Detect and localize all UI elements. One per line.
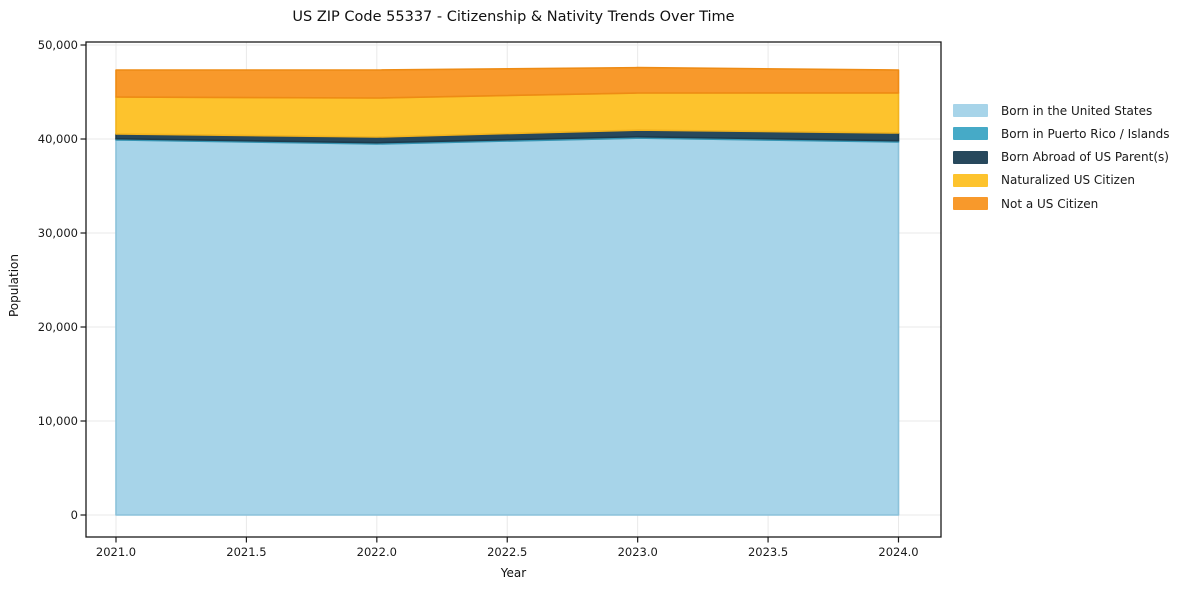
chart-title: US ZIP Code 55337 - Citizenship & Nativi… [292, 9, 735, 25]
area-series-0 [115, 137, 900, 516]
x-tick-label: 2024.0 [878, 545, 919, 559]
area-series-3 [115, 92, 900, 138]
area-series-4 [115, 66, 900, 99]
legend-swatch-icon [953, 127, 988, 141]
y-axis-title: Population [7, 254, 21, 318]
x-axis-title: Year [500, 566, 527, 580]
legend-label: Naturalized US Citizen [1001, 173, 1135, 188]
y-tick-label: 50,000 [37, 38, 78, 52]
legend-item-4: Not a US Citizen [953, 196, 1170, 211]
legend-swatch-icon [953, 173, 988, 187]
x-tick-label: 2021.5 [226, 545, 267, 559]
legend-item-1: Born in Puerto Rico / Islands [953, 126, 1170, 141]
legend-item-2: Born Abroad of US Parent(s) [953, 150, 1170, 165]
legend: Born in the United States Born in Puerto … [953, 104, 1170, 220]
legend-label: Not a US Citizen [1001, 196, 1099, 211]
y-tick-label: 30,000 [37, 226, 78, 240]
legend-label: Born Abroad of US Parent(s) [1001, 150, 1169, 165]
legend-label: Born in Puerto Rico / Islands [1001, 126, 1170, 141]
y-tick-label: 20,000 [37, 320, 78, 334]
x-tick-label: 2022.0 [356, 545, 397, 559]
y-tick-label: 0 [70, 508, 78, 522]
plot-border [85, 41, 942, 538]
legend-item-0: Born in the United States [953, 103, 1170, 118]
legend-label: Born in the United States [1001, 103, 1153, 118]
x-tick-label: 2021.0 [95, 545, 137, 559]
x-tick-label: 2022.5 [487, 545, 528, 559]
x-tick-label: 2023.5 [747, 545, 789, 559]
legend-swatch-icon [953, 150, 988, 164]
legend-item-3: Naturalized US Citizen [953, 173, 1170, 188]
x-tick-label: 2023.0 [617, 545, 658, 559]
legend-swatch-icon [953, 197, 988, 211]
y-tick-label: 10,000 [37, 414, 78, 428]
legend-swatch-icon [953, 104, 988, 117]
y-tick-label: 40,000 [37, 132, 78, 146]
